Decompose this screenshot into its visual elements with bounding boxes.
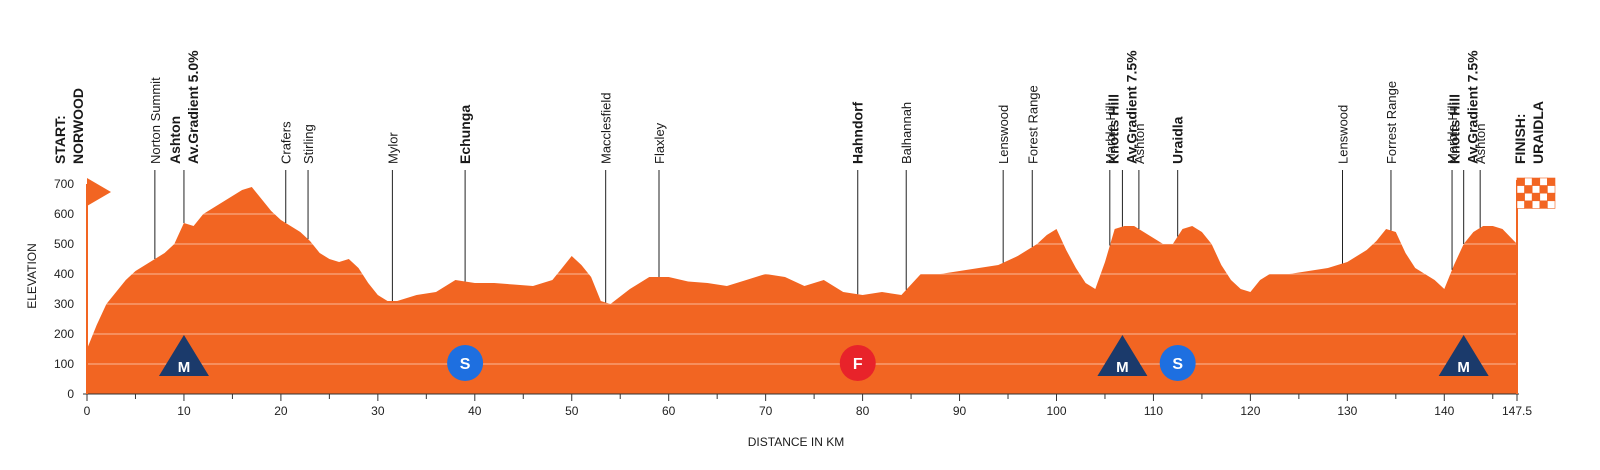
x-tick-label: 10	[177, 404, 191, 418]
axis-layer: 0 10 20 30 40 50 60 70 80 90 100 110 120 130 140 147.5 0…	[54, 177, 1556, 418]
x-tick-label: 20	[274, 404, 288, 418]
place-label: Forrest Range	[1384, 81, 1399, 164]
y-tick-label: 200	[54, 327, 74, 341]
sprint-marker-label: S	[460, 356, 471, 373]
place-label: Av.Gradient 7.5%	[1465, 50, 1481, 164]
mountain-marker-label: M	[178, 359, 191, 376]
finish-flag-cell	[1524, 200, 1533, 209]
x-tick-label: 80	[856, 404, 870, 418]
finish-flag-cell	[1547, 177, 1556, 186]
place-label: Mylor	[385, 132, 400, 164]
place-label: Stirling	[301, 124, 316, 164]
x-tick-label-end: 147.5	[1502, 404, 1532, 418]
place-label: Crafers	[279, 121, 294, 164]
place-label: Knotts Hill	[1105, 94, 1121, 164]
finish-flag-cell	[1516, 185, 1525, 194]
mountain-marker-icon	[158, 335, 209, 376]
x-tick-label: 90	[953, 404, 967, 418]
feed-marker-icon	[839, 345, 876, 381]
place-label: Uraidla	[1170, 116, 1186, 164]
finish-flag-cell	[1539, 200, 1548, 209]
y-tick-label: 0	[67, 387, 74, 401]
x-tick-label: 140	[1434, 404, 1454, 418]
place-label: NORWOOD	[70, 88, 86, 164]
x-tick-label: 110	[1144, 404, 1163, 418]
place-label: Ashton	[1473, 124, 1488, 164]
place-label: Lenswood	[996, 105, 1011, 164]
sprint-marker-label: S	[1172, 356, 1183, 373]
place-label: Macclesfield	[599, 92, 614, 164]
mountain-marker-label: M	[1116, 359, 1129, 376]
feed-marker-label: F	[853, 356, 863, 373]
finish-flag-cell	[1531, 177, 1541, 186]
place-label: Balhannah	[899, 102, 914, 164]
x-tick-label: 70	[759, 404, 773, 418]
mountain-marker-icon	[1438, 335, 1489, 376]
y-tick-label: 300	[54, 297, 74, 311]
elevation-area	[87, 187, 1517, 394]
x-tick-label: 130	[1337, 404, 1357, 418]
y-tick-label: 600	[54, 207, 74, 221]
finish-flag-cell	[1524, 185, 1533, 194]
finish-flag-cell	[1516, 200, 1525, 209]
mountain-marker-label: M	[1457, 359, 1470, 376]
finish-flag-cell	[1524, 192, 1533, 202]
place-labels: START: NORWOOD Norton Summit Ashton Av.Gradi…	[52, 50, 1546, 303]
finish-flag-cell	[1531, 192, 1541, 202]
place-label: Echunga	[457, 105, 473, 164]
place-label: START:	[52, 115, 68, 164]
x-axis-label: DISTANCE IN KM	[748, 435, 844, 449]
x-tick-label: 40	[468, 404, 482, 418]
x-tick-label: 50	[565, 404, 579, 418]
place-label: Forest Range	[1025, 85, 1040, 164]
y-tick-label: 700	[54, 177, 74, 191]
place-label: Hahndorf	[850, 101, 866, 164]
finish-flag-cell	[1531, 200, 1541, 209]
x-tick-label: 120	[1240, 404, 1260, 418]
place-label: Marble Hill	[1445, 102, 1460, 164]
place-label: Lenswood	[1335, 105, 1350, 164]
finish-flag-cell	[1547, 185, 1556, 194]
mountain-marker-icon	[1097, 335, 1148, 376]
y-tick-label: 400	[54, 267, 74, 281]
profile-layer	[87, 187, 1517, 394]
finish-flag-cell	[1524, 177, 1533, 186]
y-axis-label: ELEVATION	[25, 243, 39, 309]
place-label: FINISH:	[1512, 113, 1528, 164]
finish-flag-cell	[1531, 185, 1541, 194]
y-tick-label: 100	[54, 357, 74, 371]
finish-flag-cell	[1516, 177, 1525, 186]
x-tick-label: 30	[371, 404, 385, 418]
place-label: URAIDLA	[1530, 101, 1546, 164]
finish-flag-cell	[1539, 185, 1548, 194]
finish-flag-cell	[1547, 192, 1556, 202]
sprint-marker-icon	[1159, 345, 1196, 381]
grid-layer	[87, 183, 1517, 365]
finish-flag-cell	[1539, 192, 1548, 202]
x-tick-label: 100	[1046, 404, 1066, 418]
start-flag-pole	[86, 184, 88, 394]
x-tick-label: 0	[84, 404, 91, 418]
finish-flag-cell	[1547, 200, 1556, 209]
place-label: Knotts Hill	[1447, 94, 1463, 164]
place-label: Norton Summit	[148, 77, 163, 164]
finish-flag-pole	[1516, 180, 1518, 394]
place-label: Marble Hill	[1103, 102, 1118, 164]
sprint-marker-icon	[447, 345, 484, 381]
finish-flag-cell	[1516, 192, 1525, 202]
place-label: Av.Gradient 7.5%	[1123, 50, 1139, 164]
place-label: Av.Gradient 5.0%	[185, 50, 201, 164]
place-label: Ashton	[167, 116, 183, 164]
y-tick-label: 500	[54, 237, 74, 251]
x-tick-label: 60	[662, 404, 676, 418]
place-label: Flaxley	[652, 122, 667, 164]
finish-flag-cell	[1539, 177, 1548, 186]
start-flag-icon	[87, 178, 111, 206]
place-label: Ashton	[1132, 124, 1147, 164]
